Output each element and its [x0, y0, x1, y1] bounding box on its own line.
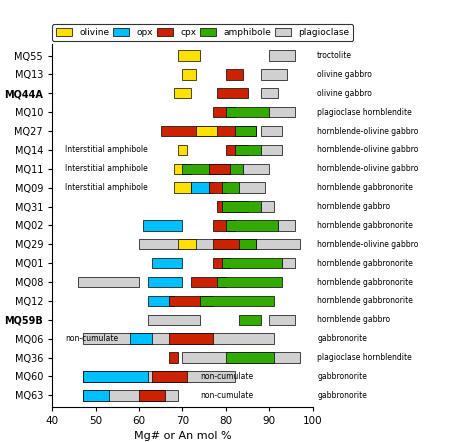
Bar: [269, 50, 295, 61]
Bar: [261, 69, 287, 80]
Bar: [217, 277, 283, 287]
Text: non-cumulate: non-cumulate: [200, 372, 253, 381]
Bar: [213, 107, 235, 117]
Text: hornblende gabbronorite: hornblende gabbronorite: [317, 183, 413, 192]
Bar: [209, 183, 226, 193]
Text: hornblende gabbro: hornblende gabbro: [317, 315, 390, 324]
Text: gabbronorite: gabbronorite: [317, 372, 367, 381]
Bar: [182, 69, 195, 80]
Bar: [222, 183, 239, 193]
Bar: [139, 239, 300, 249]
Bar: [143, 220, 182, 231]
Text: olivine gabbro: olivine gabbro: [317, 89, 372, 98]
Bar: [152, 258, 182, 268]
Bar: [191, 277, 226, 287]
Text: hornblende-olivine gabbro: hornblende-olivine gabbro: [317, 145, 419, 154]
X-axis label: Mg# or An mol %: Mg# or An mol %: [134, 431, 231, 441]
Bar: [82, 390, 109, 400]
Bar: [191, 183, 213, 193]
Bar: [239, 239, 256, 249]
Bar: [82, 334, 274, 344]
Bar: [222, 258, 283, 268]
Text: Interstitial amphibole: Interstitial amphibole: [65, 164, 148, 173]
Text: hornblende gabbronorite: hornblende gabbronorite: [317, 278, 413, 286]
Bar: [174, 164, 191, 174]
Bar: [200, 296, 274, 306]
Bar: [182, 352, 300, 363]
Legend: olivine, opx, cpx, amphibole, plagioclase: olivine, opx, cpx, amphibole, plagioclas…: [52, 24, 353, 41]
Bar: [182, 164, 243, 174]
Bar: [139, 390, 165, 400]
Bar: [226, 145, 247, 155]
Bar: [82, 371, 235, 381]
Text: plagioclase hornblendite: plagioclase hornblendite: [317, 353, 412, 362]
Bar: [269, 315, 295, 325]
Text: olivine gabbro: olivine gabbro: [317, 70, 372, 79]
Bar: [178, 145, 187, 155]
Text: hornblende gabbro: hornblende gabbro: [317, 202, 390, 211]
Bar: [82, 371, 148, 381]
Text: hornblende gabbronorite: hornblende gabbronorite: [317, 221, 413, 230]
Bar: [170, 334, 213, 344]
Text: hornblende-olivine gabbro: hornblende-olivine gabbro: [317, 126, 419, 136]
Bar: [243, 164, 269, 174]
Bar: [170, 296, 213, 306]
Bar: [217, 202, 247, 212]
Bar: [213, 239, 256, 249]
Bar: [217, 88, 247, 99]
Text: Interstitial amphibole: Interstitial amphibole: [65, 183, 148, 192]
Text: non-cumulate: non-cumulate: [65, 334, 118, 343]
Text: gabbronorite: gabbronorite: [317, 334, 367, 343]
Bar: [170, 352, 178, 363]
Text: hornblende gabbronorite: hornblende gabbronorite: [317, 259, 413, 268]
Bar: [235, 145, 261, 155]
Bar: [283, 258, 295, 268]
Bar: [161, 126, 256, 136]
Text: gabbronorite: gabbronorite: [317, 391, 367, 400]
Bar: [278, 220, 295, 231]
Bar: [187, 164, 191, 174]
Bar: [148, 296, 174, 306]
Bar: [209, 164, 230, 174]
Text: hornblende gabbronorite: hornblende gabbronorite: [317, 297, 413, 305]
Bar: [213, 258, 230, 268]
Bar: [148, 277, 182, 287]
Text: troctolite: troctolite: [317, 51, 352, 60]
Bar: [261, 145, 283, 155]
Bar: [78, 277, 139, 287]
Bar: [148, 315, 200, 325]
Bar: [226, 352, 274, 363]
Text: non-cumulate: non-cumulate: [200, 391, 253, 400]
Text: Interstitial amphibole: Interstitial amphibole: [65, 145, 148, 154]
Text: hornblende-olivine gabbro: hornblende-olivine gabbro: [317, 240, 419, 249]
Bar: [239, 183, 265, 193]
Bar: [261, 202, 274, 212]
Text: plagioclase hornblendite: plagioclase hornblendite: [317, 108, 412, 117]
Bar: [226, 69, 243, 80]
Bar: [235, 126, 256, 136]
Bar: [213, 220, 235, 231]
Bar: [226, 107, 269, 117]
Bar: [269, 107, 295, 117]
Bar: [152, 371, 187, 381]
Bar: [130, 334, 152, 344]
Bar: [226, 220, 278, 231]
Bar: [82, 390, 178, 400]
Text: hornblende-olivine gabbro: hornblende-olivine gabbro: [317, 164, 419, 173]
Bar: [178, 50, 200, 61]
Bar: [261, 88, 278, 99]
Bar: [178, 239, 196, 249]
Bar: [261, 126, 283, 136]
Bar: [174, 88, 191, 99]
Bar: [222, 202, 261, 212]
Bar: [239, 315, 261, 325]
Bar: [174, 183, 191, 193]
Bar: [196, 126, 217, 136]
